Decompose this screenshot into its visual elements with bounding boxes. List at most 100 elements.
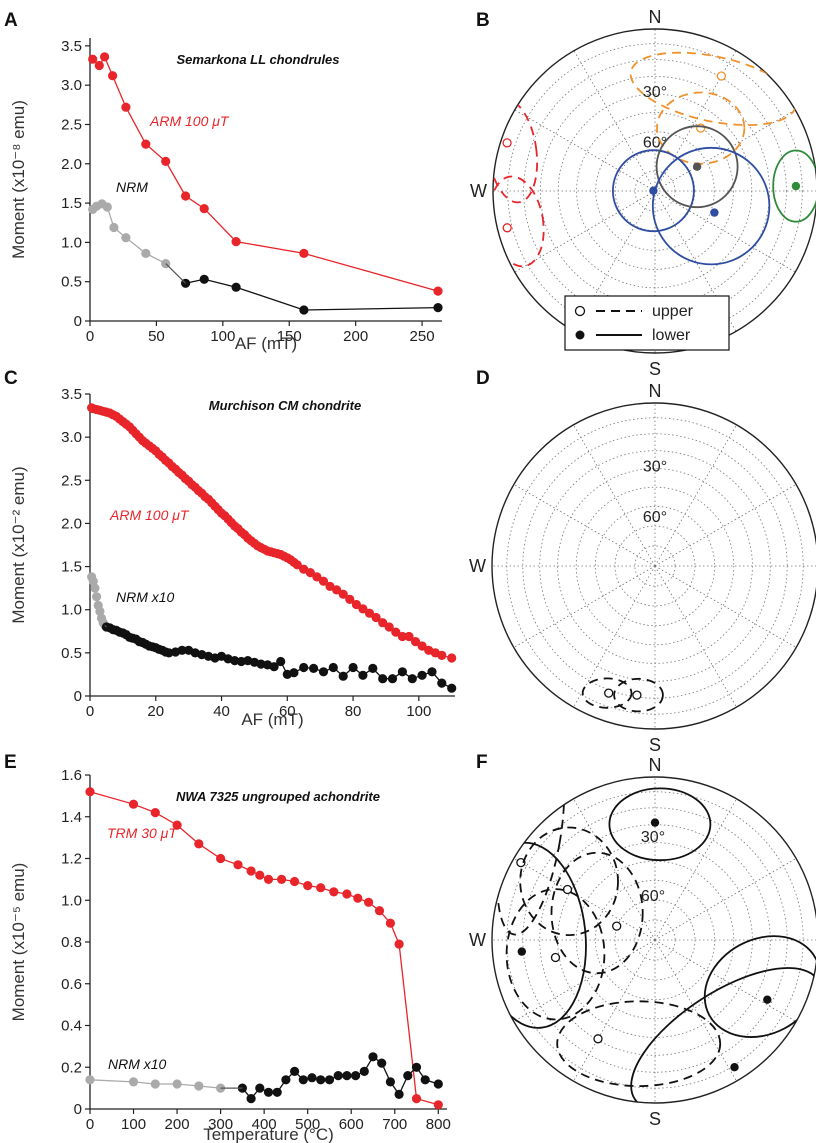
data-point [246, 866, 256, 876]
confidence-ellipse-7 [772, 149, 816, 223]
data-point [92, 592, 102, 602]
data-point [417, 670, 427, 680]
x-tick-label: 60 [279, 703, 296, 720]
confidence-ellipse-5 [492, 841, 587, 1029]
data-point [407, 674, 417, 684]
data-point [100, 52, 110, 62]
data-point [307, 1073, 317, 1083]
y-tick-label: 1.0 [61, 234, 82, 251]
data-point [150, 1079, 160, 1089]
direction-lower-7 [763, 995, 772, 1004]
confidence-ellipse-0 [608, 787, 712, 862]
series-connector [165, 263, 187, 284]
data-point [194, 839, 204, 849]
confidence-ellipse-3 [493, 175, 545, 268]
data-point [109, 222, 119, 233]
data-point [364, 608, 375, 618]
data-point [332, 585, 342, 595]
data-point [161, 156, 171, 166]
direction-upper-1 [516, 857, 526, 868]
confidence-ellipse-2 [493, 98, 539, 204]
series-line-1 [92, 203, 166, 265]
x-tick-label: 500 [295, 1116, 320, 1133]
y-tick-label: 1.4 [61, 809, 82, 826]
y-tick-label: 1.5 [61, 559, 82, 576]
data-point [358, 604, 368, 614]
panel-label-b: B [476, 10, 490, 31]
inclination-label: 60° [641, 888, 665, 905]
inclination-circle [575, 486, 735, 646]
y-tick-label: 3.0 [61, 77, 82, 94]
y-tick-label: 0.2 [61, 1059, 82, 1076]
series-label-e-trm: TRM 30 μT [107, 825, 178, 841]
azimuth-spoke [654, 565, 797, 648]
stereonet-grid [492, 403, 816, 729]
x-tick-label: 40 [213, 703, 230, 720]
chart-title: Murchison CM chondrite [209, 398, 361, 413]
data-point [231, 282, 241, 292]
data-point [345, 594, 355, 605]
direction-upper-1 [604, 688, 614, 698]
data-point [318, 576, 329, 586]
stereonet-f: NSWE30°60° [469, 755, 816, 1129]
data-point [303, 881, 313, 891]
x-tick-label: 0 [86, 703, 94, 720]
y-tick-label: 3.0 [61, 429, 82, 446]
azimuth-spoke [573, 939, 656, 1082]
x-tick-label: 100 [210, 328, 235, 345]
azimuth-spoke [573, 190, 656, 332]
stereonet-d: NSWE30°60° [469, 381, 816, 755]
direction-upper-4 [550, 952, 561, 963]
data-point [88, 54, 98, 64]
confidence-ellipse-3 [550, 851, 644, 975]
y-tick-label: 0 [74, 313, 82, 330]
y-tick-label: 1.0 [61, 892, 82, 909]
inclination-circle [595, 131, 715, 251]
data-point [397, 631, 407, 642]
y-tick-label: 0.6 [61, 976, 82, 993]
azimuth-spoke [514, 190, 656, 273]
direction-layer [492, 777, 816, 1103]
data-point [433, 1100, 443, 1110]
data-point [150, 808, 160, 818]
y-tick-label: 3.5 [61, 386, 82, 403]
data-point [417, 641, 427, 651]
x-axis-label: Temperature (°C) [203, 1125, 334, 1143]
confidence-ellipse-1 [581, 677, 633, 709]
data-point [348, 662, 358, 673]
data-point [318, 667, 329, 677]
inclination-circle [594, 505, 716, 627]
data-point [342, 889, 352, 899]
x-axis-label: AF (mT) [235, 334, 297, 353]
data-point [199, 274, 209, 284]
y-axis-label: Moment (x10⁻² emu) [9, 466, 28, 623]
compass-w: W [470, 181, 487, 201]
direction-lower-5 [692, 162, 702, 171]
data-point [141, 139, 151, 149]
series-label-a-arm: ARM 100 μT [149, 113, 230, 129]
direction-lower-0 [650, 818, 660, 827]
y-tick-label: 1.2 [61, 851, 82, 868]
legend-filled-marker [575, 330, 585, 340]
data-point [231, 237, 241, 247]
confidence-ellipse-6 [651, 146, 771, 266]
azimuth-spoke [573, 798, 656, 941]
inclination-circle [523, 59, 787, 323]
data-point [433, 1079, 443, 1089]
azimuth-spoke [573, 565, 656, 708]
data-point [397, 667, 407, 677]
confidence-ellipse-7 [703, 935, 816, 1038]
inclination-label: 30° [643, 84, 667, 101]
data-point [172, 820, 182, 830]
data-point [269, 662, 279, 672]
y-tick-label: 2.0 [61, 156, 82, 173]
data-point [384, 622, 394, 632]
data-point [177, 645, 187, 655]
direction-layer [493, 51, 816, 268]
data-point [351, 599, 361, 610]
data-point [299, 305, 309, 315]
azimuth-spoke [573, 424, 656, 567]
x-tick-label: 600 [339, 1116, 364, 1133]
data-point [391, 627, 401, 637]
